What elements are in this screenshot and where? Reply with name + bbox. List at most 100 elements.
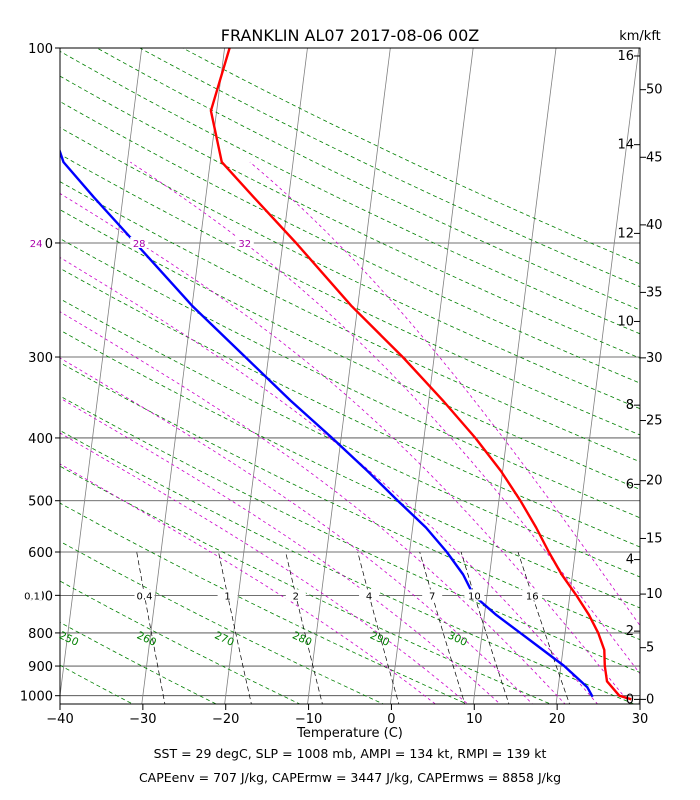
- isotherm: [224, 48, 308, 704]
- mix-label-bg: [464, 589, 485, 601]
- mix-label-bg: [522, 589, 543, 601]
- mixing-ratio-label: 4: [366, 591, 372, 602]
- moist-adiabat: [60, 357, 534, 704]
- mixing-ratio-line: [357, 551, 400, 704]
- moist-adiabat-label: 24: [30, 239, 43, 250]
- mix-label-bg: [285, 589, 306, 601]
- dry-adiabat: [60, 664, 134, 704]
- kft-tick-label: 35: [646, 285, 663, 300]
- moist-adiabat: [60, 311, 566, 704]
- moist-adiabat-label: 32: [238, 239, 251, 250]
- mix-label-bg: [217, 589, 238, 601]
- dry-adiabat: [60, 621, 218, 704]
- isotherm: [60, 48, 143, 699]
- pressure-tick-label: 100: [28, 42, 53, 57]
- kft-tick-label: 20: [646, 474, 663, 489]
- pressure-tick-label: 600: [28, 546, 53, 561]
- mix-label-bg: [422, 589, 443, 601]
- dry-adiabat-label: 290: [368, 630, 391, 649]
- moist-label-bg: [130, 236, 149, 248]
- pressure-tick-label: 400: [28, 432, 53, 447]
- isotherm: [555, 48, 640, 704]
- mixing-ratio-label: 10: [468, 591, 481, 602]
- kft-tick-label: 50: [646, 83, 663, 98]
- pressure-tick-label: 800: [28, 627, 53, 642]
- x-tick-label: −30: [129, 712, 156, 727]
- dry-adiabat: [60, 101, 640, 384]
- mixing-ratio-line: [460, 551, 510, 704]
- km-tick-label: 12: [617, 226, 634, 241]
- mix-label-bg: [134, 589, 155, 601]
- kft-tick-label: 25: [646, 414, 663, 429]
- isotherm: [307, 48, 391, 704]
- mix-label-bg: [22, 589, 43, 601]
- pressure-tick-label: 300: [28, 351, 53, 366]
- kft-tick-label: 5: [646, 641, 654, 656]
- mix-label-bg: [359, 589, 380, 601]
- mixing-ratio-label: 16: [526, 591, 539, 602]
- x-tick-label: 0: [387, 712, 395, 727]
- dry-adiabat-label: 300: [446, 630, 469, 649]
- pressure-tick-label: 900: [28, 660, 53, 675]
- dry-adiabat: [60, 181, 640, 463]
- chart-title: FRANKLIN AL07 2017-08-06 00Z: [221, 26, 480, 45]
- dry-adiabat: [60, 430, 636, 704]
- kft-tick-label: 10: [646, 587, 663, 602]
- height-units-label: km/kft: [619, 29, 661, 44]
- moist-label-bg: [27, 236, 46, 248]
- isotherm: [472, 48, 557, 704]
- x-tick-label: −20: [212, 712, 239, 727]
- moist-adiabat-label: 28: [133, 239, 146, 250]
- x-tick-label: 30: [632, 712, 649, 727]
- footer-line-2: CAPEenv = 707 J/kg, CAPErmw = 3447 J/kg,…: [138, 770, 562, 785]
- mixing-ratio-label: 2: [293, 591, 299, 602]
- moist-adiabat: [249, 161, 640, 627]
- dry-adiabat: [60, 267, 640, 548]
- dry-adiabat: [60, 580, 301, 704]
- pressure-tick-label: 1000: [20, 690, 53, 705]
- moist-adiabat: [60, 432, 469, 704]
- kft-tick-label: 45: [646, 150, 663, 165]
- dry-adiabat: [60, 502, 468, 704]
- km-tick-label: 0: [626, 692, 634, 707]
- km-tick-label: 14: [617, 138, 634, 153]
- plot-frame: [59, 47, 641, 705]
- dry-adiabat-label: 260: [135, 630, 158, 649]
- kft-tick-label: 15: [646, 531, 663, 546]
- mixing-ratio-label: 1: [224, 591, 230, 602]
- x-tick-label: −40: [46, 712, 73, 727]
- dry-adiabat: [139, 48, 640, 288]
- kft-tick-label: 30: [646, 351, 663, 366]
- dewpoint-profile: [60, 148, 594, 698]
- dry-adiabat: [60, 465, 552, 704]
- moist-adiabat: [60, 193, 631, 704]
- pressure-tick-label: 500: [28, 495, 53, 510]
- mixing-ratio-line: [218, 551, 252, 704]
- km-tick-label: 4: [626, 553, 634, 568]
- mixing-ratio-label: 7: [429, 591, 435, 602]
- dry-adiabat: [60, 540, 385, 704]
- km-tick-label: 6: [626, 477, 634, 492]
- mixing-ratio-line: [285, 551, 323, 704]
- x-tick-label: 20: [549, 712, 566, 727]
- isotherm: [141, 48, 226, 704]
- moist-label-bg: [235, 236, 254, 248]
- temperature-profile: [209, 48, 632, 701]
- km-tick-label: 2: [626, 624, 634, 639]
- isotherm: [389, 48, 474, 704]
- footer-line-1: SST = 29 degC, SLP = 1008 mb, AMPI = 134…: [153, 746, 547, 761]
- dry-adiabat: [0, 18, 83, 722]
- dry-adiabat-label: 280: [290, 630, 313, 649]
- x-tick-label: −10: [295, 712, 322, 727]
- kft-tick-label: 40: [646, 218, 663, 233]
- moist-adiabat: [130, 161, 640, 675]
- x-axis-label: Temperature (C): [296, 726, 403, 741]
- km-tick-label: 10: [617, 314, 634, 329]
- mixing-ratio-label: 0.4: [137, 591, 153, 602]
- kft-tick-label: 0: [646, 692, 654, 707]
- dry-adiabat: [60, 329, 640, 609]
- dry-adiabat: [60, 362, 640, 641]
- km-tick-label: 8: [626, 398, 634, 413]
- dry-adiabat: [60, 298, 640, 578]
